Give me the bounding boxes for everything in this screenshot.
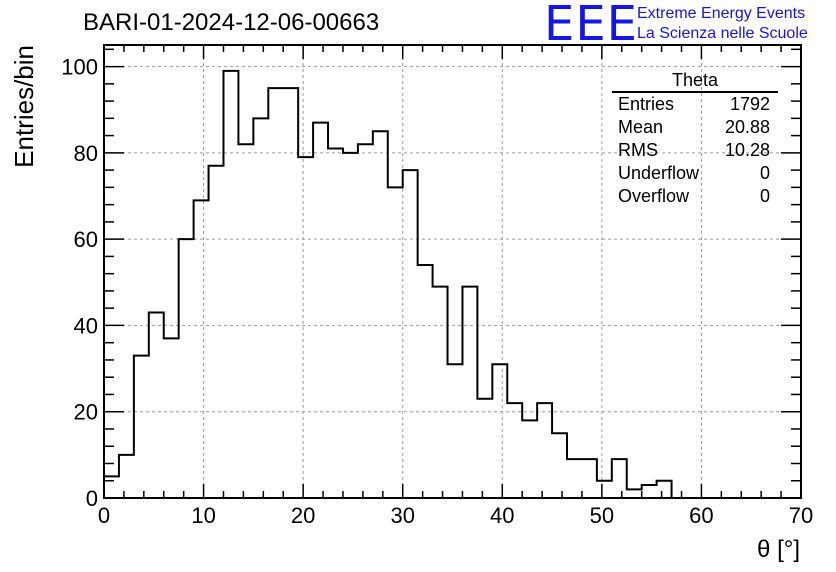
stats-label: Underflow [618,163,700,183]
plot-frame [103,44,802,499]
y-tick-label: 0 [86,486,98,511]
x-tick-label: 30 [390,503,414,528]
stats-row-mean: Mean 20.88 [612,116,778,139]
stats-label: Entries [618,94,675,114]
x-tick-label: 40 [490,503,514,528]
y-tick-label: 80 [74,141,98,166]
x-axis-label: θ [°] [757,536,800,563]
stats-row-overflow: Overflow 0 [612,185,778,208]
stats-title: Theta [612,70,778,93]
x-tick-label: 50 [590,503,614,528]
x-tick-label: 0 [98,503,110,528]
y-tick-label: 40 [74,313,98,338]
x-tick-label: 20 [291,503,315,528]
stats-row-underflow: Underflow 0 [612,162,778,185]
x-tick-label: 70 [789,503,813,528]
stats-label: RMS [618,140,658,160]
x-tick-label: 10 [191,503,215,528]
stats-value: 10.28 [724,140,770,160]
y-axis-label: Entries/bin [9,45,39,168]
stats-value: 0 [759,186,770,206]
chart-title: BARI-01-2024-12-06-00663 [83,9,380,36]
logo-caption: Extreme Energy Events La Scienza nelle S… [637,4,808,44]
x-tick-label: 60 [689,503,713,528]
stats-value: 0 [759,163,770,183]
stats-box: Theta Entries 1792 Mean 20.88 RMS 10.28 Und… [612,70,778,208]
logo-caption-line2: La Scienza nelle Scuole [637,25,808,42]
stats-row-rms: RMS 10.28 [612,139,778,162]
stats-value: 20.88 [724,117,770,137]
logo-caption-line1: Extreme Energy Events [637,5,806,22]
y-tick-label: 60 [74,227,98,252]
stats-label: Overflow [618,186,690,206]
stats-label: Mean [618,117,664,137]
stats-value: 1792 [729,94,770,114]
stats-row-entries: Entries 1792 [612,93,778,116]
histogram-line [103,69,792,499]
y-tick-label: 100 [61,55,98,80]
y-tick-label: 20 [74,400,98,425]
eee-logo: EEE [544,0,638,52]
